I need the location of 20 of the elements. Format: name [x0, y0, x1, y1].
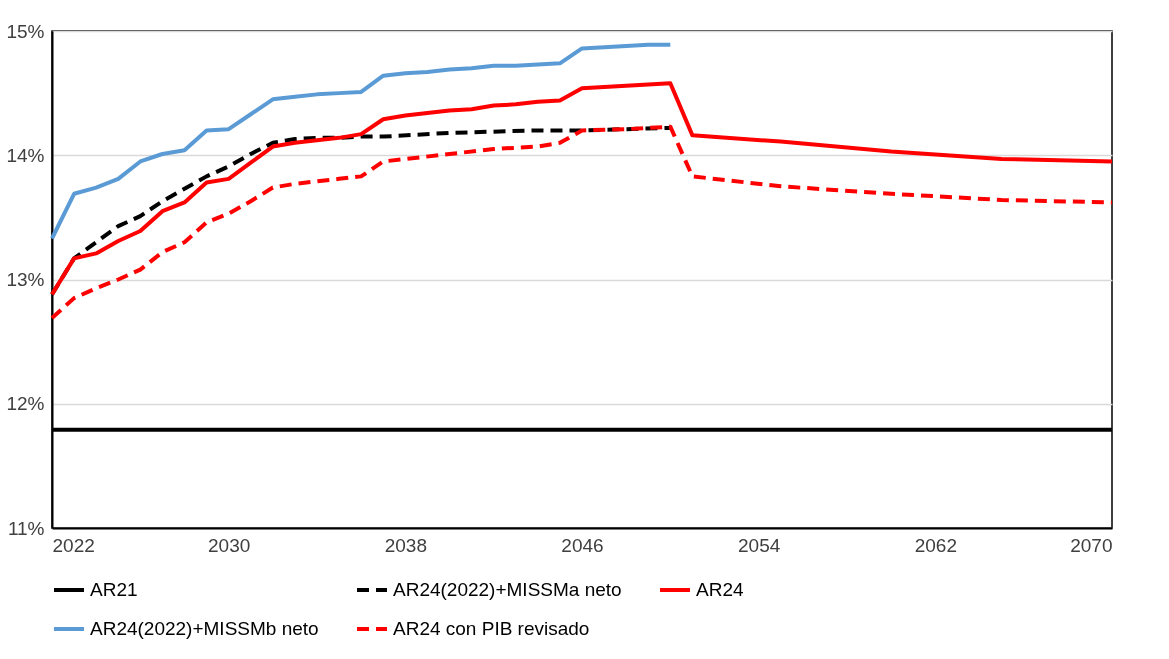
x-tick-label: 2030	[208, 534, 251, 556]
line-series	[50, 42, 673, 241]
line-series	[50, 81, 1114, 297]
y-tick-label: 13%	[6, 269, 45, 290]
x-tick-label: 2046	[561, 534, 604, 556]
line-series	[50, 124, 1114, 321]
legend-label: AR24(2022)+MISSMb neto	[90, 618, 319, 639]
x-tick-label: 2070	[1070, 534, 1113, 556]
x-tick-label: 2022	[52, 534, 95, 556]
legend-label: AR24	[696, 579, 744, 600]
x-tick-label: 2062	[914, 534, 957, 556]
legend-label: AR21	[90, 579, 138, 600]
x-tick-label: 2038	[384, 534, 427, 556]
y-tick-label: 15%	[6, 20, 45, 42]
legend-label: AR24 con PIB revisado	[393, 618, 590, 639]
y-tick-label: 12%	[6, 393, 45, 415]
legend-label: AR24(2022)+MISSMa neto	[393, 579, 622, 600]
y-tick-label: 14%	[6, 144, 45, 166]
y-tick-label: 11%	[7, 517, 45, 539]
x-tick-label: 2054	[738, 534, 781, 556]
